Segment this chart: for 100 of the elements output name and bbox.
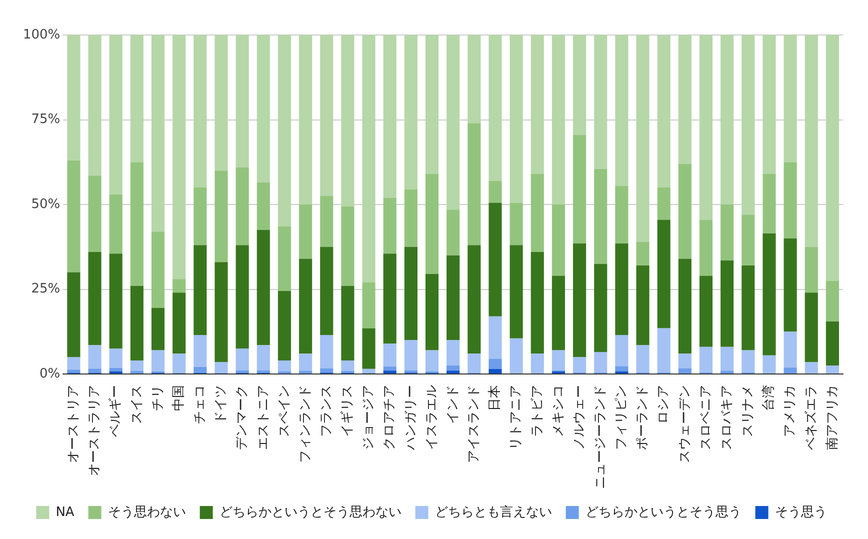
x-tick-label: チェコ: [192, 385, 208, 424]
bar: [383, 198, 396, 254]
x-tick-label: チリ: [150, 385, 166, 411]
bar: [699, 220, 713, 276]
bar: [299, 204, 312, 259]
bar: [383, 343, 396, 367]
bar: [488, 316, 502, 359]
bar: [172, 35, 186, 280]
bar: [404, 189, 418, 247]
bar: [151, 35, 165, 232]
bar: [742, 350, 755, 372]
bar: [151, 308, 165, 350]
bar: [530, 252, 544, 354]
bar: [826, 366, 839, 374]
bar: [362, 282, 376, 328]
bar: [67, 272, 80, 358]
x-tick-label: スペイン: [276, 385, 292, 437]
bar: [530, 354, 544, 374]
y-tick-label: 50%: [31, 196, 60, 212]
bar: [278, 290, 292, 360]
x-tick-label: フィリピン: [614, 385, 630, 450]
bar: [784, 368, 797, 374]
bar: [510, 338, 523, 374]
bar: [720, 204, 734, 260]
bar: [657, 220, 670, 328]
bar: [404, 246, 418, 340]
x-tick-label: ドイツ: [214, 385, 229, 424]
bar: [151, 232, 165, 308]
bar: [510, 202, 523, 246]
bar: [784, 332, 797, 368]
legend-label: そう思う: [774, 504, 827, 520]
x-tick-label: イギリス: [340, 385, 356, 437]
x-tick-label: オーストラリア: [87, 385, 102, 476]
bar: [299, 35, 312, 204]
x-tick-label: リトアニア: [508, 385, 524, 450]
bar: [762, 233, 776, 356]
bar: [256, 230, 270, 346]
bar: [236, 370, 249, 373]
bar: [615, 243, 628, 336]
bar: [826, 35, 839, 281]
bar: [172, 354, 186, 373]
x-tick-label: ベルギー: [108, 385, 124, 437]
bar: [636, 266, 650, 346]
x-tick-label: スリナメ: [740, 385, 756, 437]
bar: [320, 246, 334, 336]
bar: [826, 321, 839, 366]
bar: [362, 368, 376, 373]
bar: [130, 162, 144, 286]
bar: [530, 174, 544, 252]
bar: [194, 188, 207, 246]
legend-label: どちらとも言えない: [434, 504, 552, 520]
x-tick-label: メキシコ: [550, 385, 566, 437]
bar: [362, 328, 376, 369]
bar: [657, 328, 670, 372]
x-tick-label: フランス: [319, 385, 334, 437]
bar: [804, 292, 818, 362]
bar: [88, 176, 102, 252]
bar: [130, 370, 144, 374]
bar: [762, 355, 776, 374]
bar: [446, 366, 460, 371]
bar: [804, 362, 818, 374]
bar: [67, 357, 80, 370]
x-tick-label: 日本: [488, 385, 503, 411]
x-tick-label: 南アフリカ: [824, 385, 840, 450]
y-tick-label: 75%: [31, 112, 60, 128]
bar: [151, 350, 165, 372]
bar: [256, 345, 270, 370]
bar: [804, 35, 818, 247]
bar: [341, 286, 354, 360]
bar: [67, 370, 80, 373]
bar: [362, 35, 376, 282]
bar: [446, 35, 460, 210]
bar: [130, 286, 144, 360]
x-tick-label: ベネズエラ: [804, 385, 819, 450]
bar: [678, 368, 692, 374]
bar: [236, 245, 249, 349]
bar: [383, 254, 396, 344]
bar: [214, 170, 228, 262]
y-tick-label: 100%: [22, 27, 60, 42]
legend-label: そう思わない: [108, 504, 186, 520]
bar: [341, 35, 354, 206]
bar: [636, 242, 650, 266]
bar: [657, 35, 670, 188]
bar: [256, 182, 270, 230]
bar: [194, 366, 207, 373]
bar: [488, 180, 502, 203]
bar: [383, 35, 396, 198]
bar: [488, 35, 502, 181]
bar: [236, 348, 249, 370]
bar: [130, 35, 144, 162]
bar: [742, 266, 755, 350]
bar: [552, 350, 565, 370]
bar: [299, 370, 312, 374]
bar: [320, 196, 334, 247]
bar: [256, 35, 270, 182]
x-tick-label: イスラエル: [424, 385, 440, 450]
bar: [404, 340, 418, 370]
x-tick-label: オーストリア: [66, 385, 82, 463]
bar: [510, 245, 523, 338]
legend-label: どちらかというとそう思う: [585, 504, 742, 520]
